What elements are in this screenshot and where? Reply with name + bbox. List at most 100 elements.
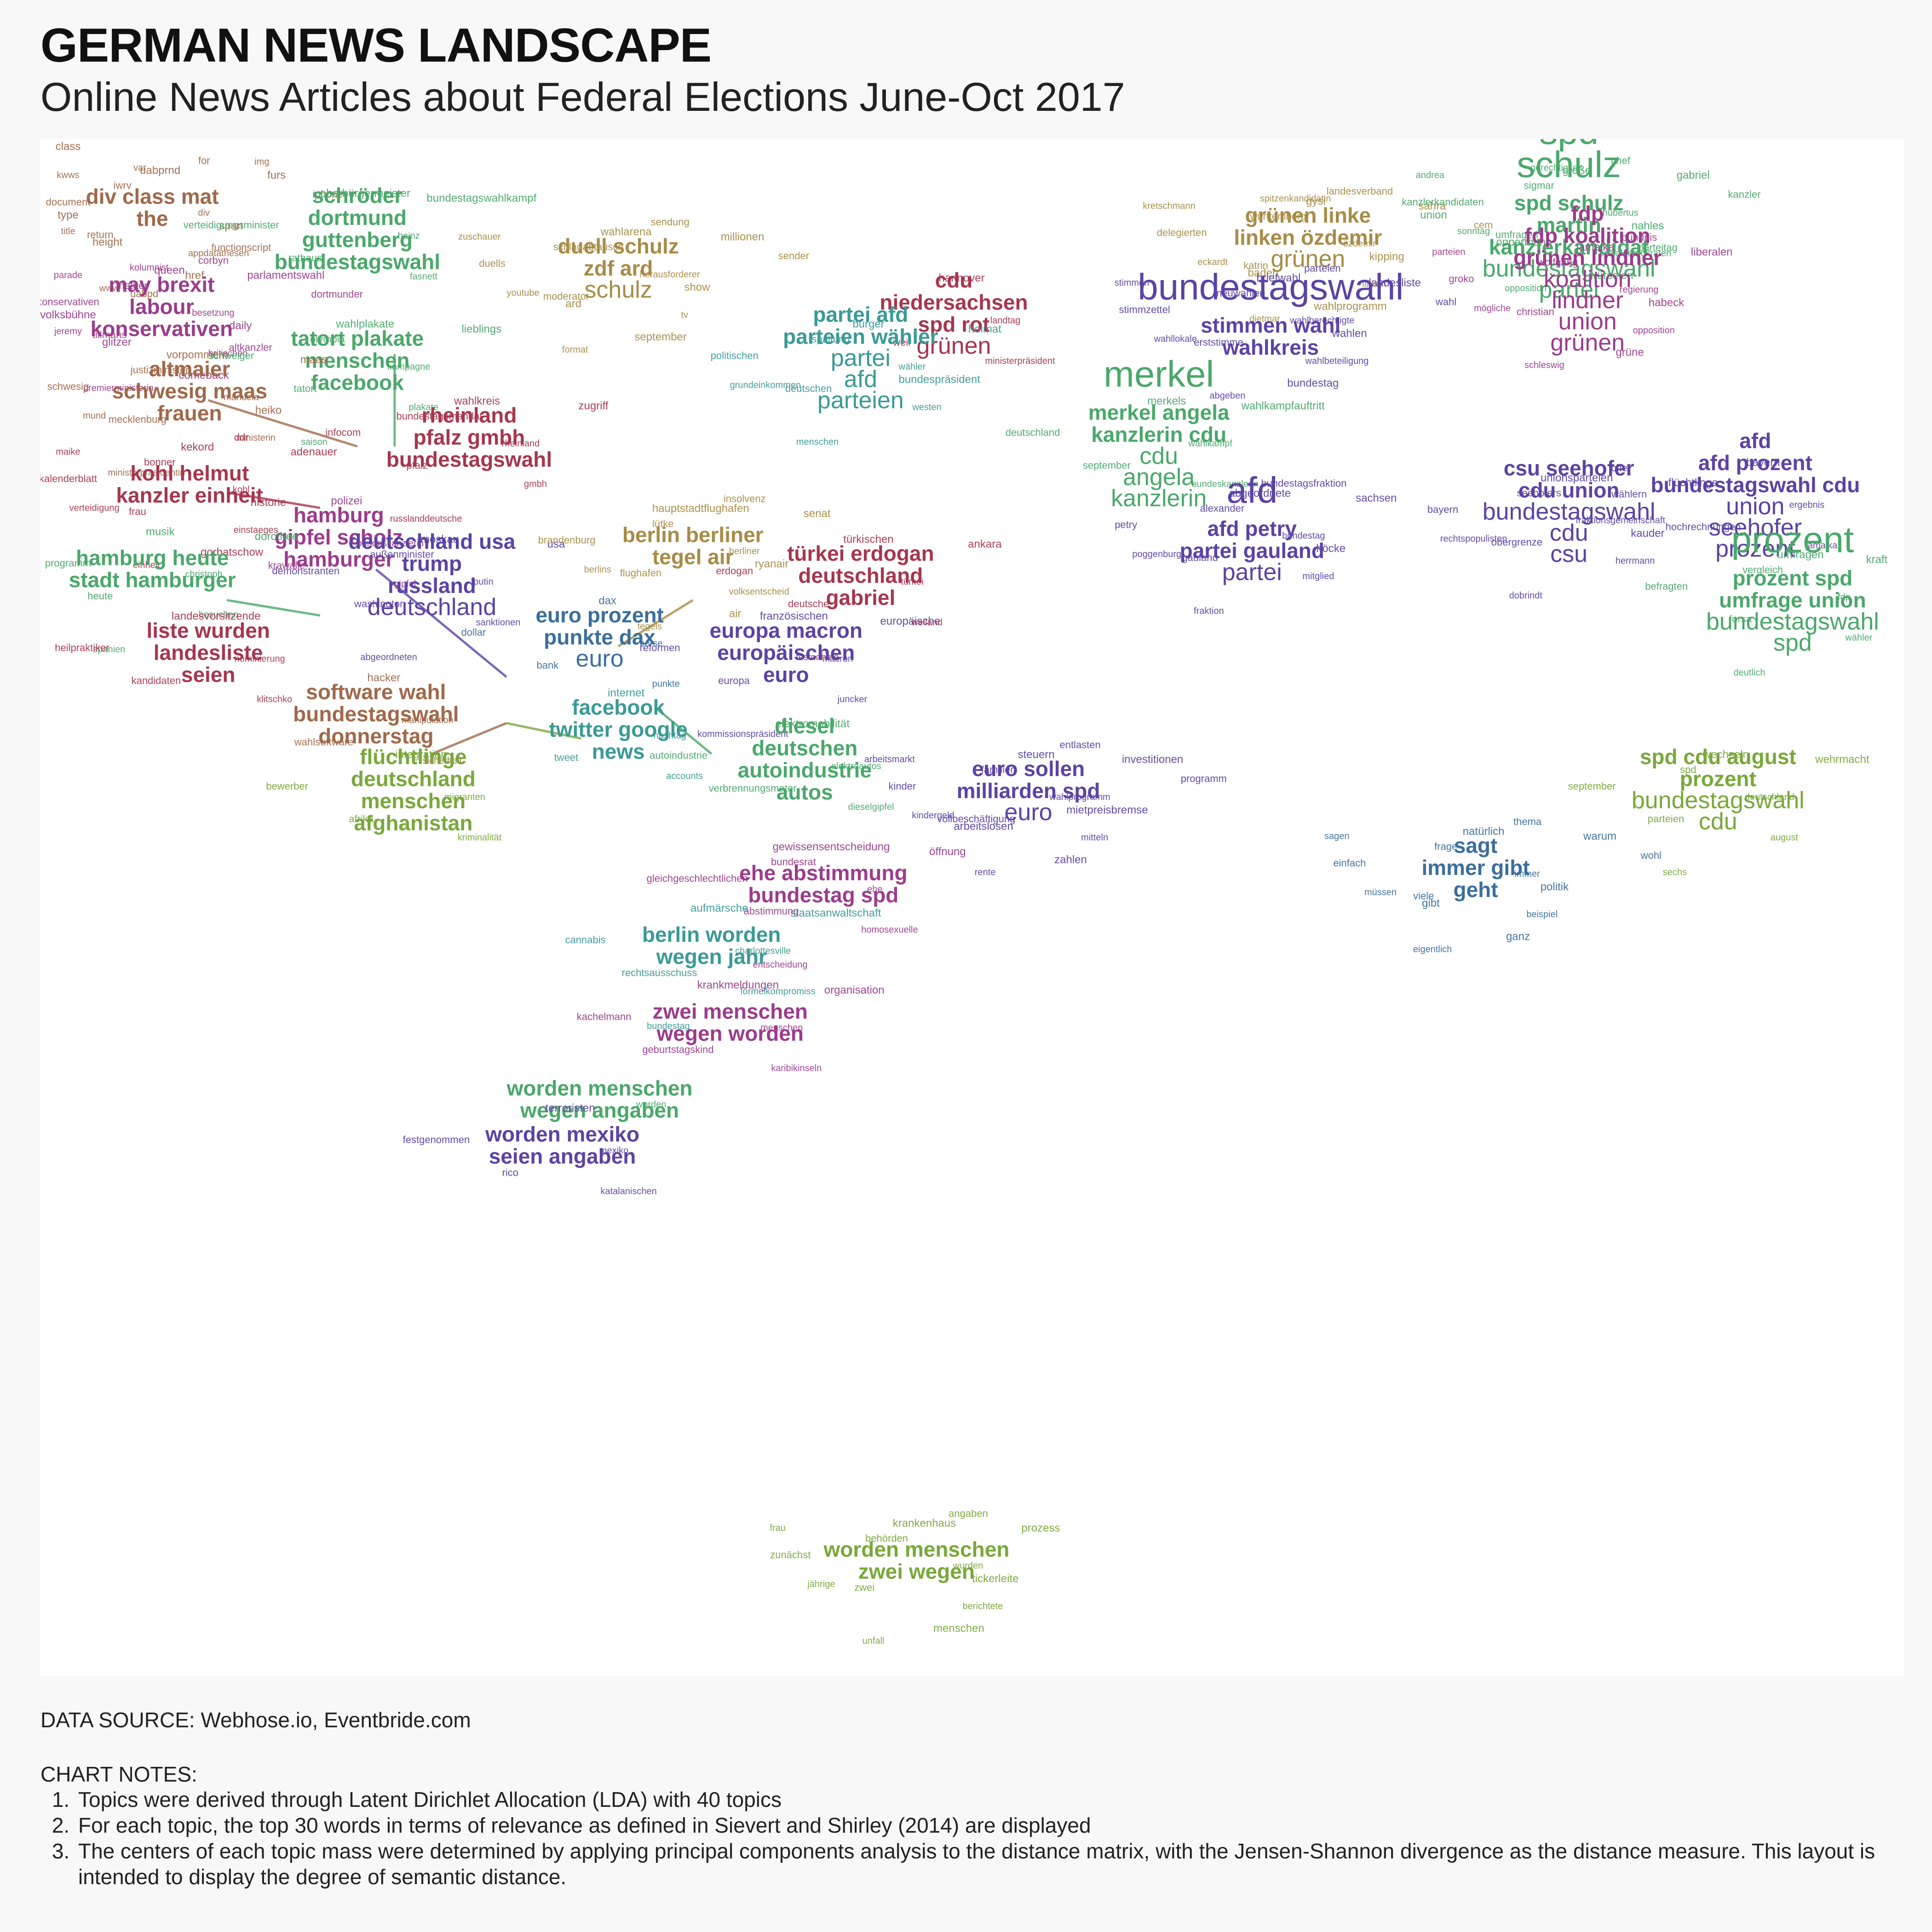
topic-word: grünen linke — [1245, 203, 1371, 227]
topic-connector-1 — [226, 491, 321, 509]
topic-word: gauland — [1182, 552, 1218, 564]
topic-word: the — [137, 207, 168, 230]
topic-word: elektromobilität — [776, 718, 850, 730]
topic-word: dorothee — [255, 530, 299, 543]
topic-connector-0 — [207, 399, 358, 448]
topic-word: chef — [1611, 155, 1630, 166]
topic-word: ryanair — [755, 558, 788, 570]
topic-word: div — [198, 208, 210, 218]
topic-word: özdemir — [1343, 239, 1376, 249]
topic-word: kindergeld — [912, 811, 954, 821]
topic-word: wegen worden — [656, 1021, 803, 1045]
page-subtitle: Online News Articles about Federal Elect… — [40, 74, 1125, 120]
topic-word: title — [61, 226, 75, 236]
topic-word: musik — [146, 525, 175, 538]
topic-word: jeremy — [54, 326, 82, 336]
topic-word: facebook — [311, 370, 404, 394]
topic-word: facebook — [572, 695, 665, 719]
topic-word: tv — [681, 310, 688, 320]
topic-word: liberalen — [1691, 246, 1733, 259]
topic-word: ard — [565, 298, 581, 310]
topic-word: neuwahlen — [1216, 287, 1265, 299]
topic-word: wahlkampfauftritt — [1241, 400, 1325, 412]
topic-word: opposition — [1505, 283, 1547, 293]
topic-word: fraktion — [1194, 606, 1224, 616]
topic-word: terroristen — [546, 1102, 595, 1115]
topic-word: rico — [502, 1167, 518, 1178]
topic-word: union — [1726, 493, 1784, 520]
topic-word: type — [58, 209, 78, 221]
topic-word: bewerber — [266, 780, 308, 792]
topic-word: deutschland — [351, 767, 476, 791]
topic-word: wahlen — [1332, 327, 1367, 339]
topic-word: angela — [1123, 464, 1195, 490]
topic-word: theater — [116, 280, 148, 291]
topic-word: duells — [479, 258, 505, 269]
topic-word: große — [1562, 164, 1591, 177]
topic-word: menschen — [305, 348, 410, 372]
topic-word: schweiger — [208, 350, 254, 362]
topic-word: thema — [1513, 816, 1542, 827]
topic-word: uabpd — [130, 288, 158, 299]
topic-word: deutlich — [1734, 667, 1765, 678]
topic-word: cdu — [935, 268, 973, 292]
topic-word: steuern — [1018, 748, 1055, 761]
topic-word: grünen — [1271, 246, 1345, 272]
topic-word: kanzler einheit — [116, 483, 263, 507]
topic-word: programm — [1181, 773, 1227, 784]
topic-word: wahlkreis — [454, 395, 500, 407]
topic-word: berlins — [584, 564, 611, 575]
topic-word: außenminister — [370, 549, 434, 560]
topic-word: duell schulz — [558, 234, 678, 258]
topic-word: weil — [892, 337, 910, 348]
topic-word: bayern — [1746, 456, 1780, 469]
topic-word: behörden — [865, 1532, 908, 1544]
topic-word: rechtspopulisten — [1440, 534, 1507, 544]
topic-connector-5 — [506, 722, 581, 740]
topic-word: politik — [1541, 880, 1569, 893]
topic-word: wehrmacht — [1815, 753, 1869, 766]
topic-word: kriminalität — [458, 833, 502, 843]
topic-word: olympia — [310, 334, 345, 345]
topic-word: zwei menschen — [653, 999, 808, 1023]
topic-word: zahlen — [1054, 853, 1087, 866]
topic-word: rente — [975, 868, 996, 878]
topic-word: milliarden spd — [957, 779, 1100, 803]
topic-word: flughafen — [620, 567, 662, 579]
topic-word: investitionen — [1122, 753, 1183, 766]
topic-word: kohl helmut — [130, 461, 249, 485]
topic-word: afd — [844, 366, 877, 392]
topic-word: href — [185, 269, 204, 282]
topic-word: lindner — [1552, 287, 1623, 314]
topic-word: kohl — [233, 485, 250, 495]
topic-word: bundestagswahl — [275, 250, 440, 274]
topic-word: öffnung — [929, 845, 966, 858]
topic-word: sahra — [1418, 200, 1446, 212]
topic-word: kretschmann — [1143, 201, 1196, 211]
topic-word: oppermann — [1496, 236, 1552, 248]
topic-word: spd — [1680, 764, 1696, 775]
topic-word: comeback — [179, 369, 230, 382]
topic-word: sigmar — [1524, 180, 1554, 191]
topic-word: festnahme — [796, 652, 839, 662]
topic-word: prozent spd — [1733, 566, 1853, 590]
topic-word: adenauer — [290, 446, 337, 458]
topic-word: wegen angaben — [520, 1098, 679, 1122]
topic-word: cdu — [1699, 808, 1737, 835]
topic-word: bundeskanzlerin — [1191, 479, 1259, 489]
topic-cluster-14: software wahlbundestagswahldonnerstagman… — [293, 672, 462, 766]
topic-word: gabriel — [826, 586, 895, 610]
topic-word: autoindustrie — [738, 758, 872, 782]
topic-word: wähler — [898, 362, 926, 372]
topic-word: parlamentswahl — [247, 269, 324, 282]
topic-word: bundestag — [1282, 531, 1325, 541]
topic-word: gabriel — [1677, 169, 1710, 182]
topic-word: immer gibt — [1421, 856, 1530, 880]
topic-word: afd petry — [1208, 517, 1297, 540]
topic-word: sozialdemokraten — [1599, 248, 1671, 259]
topic-word: parteitag — [1638, 242, 1678, 253]
